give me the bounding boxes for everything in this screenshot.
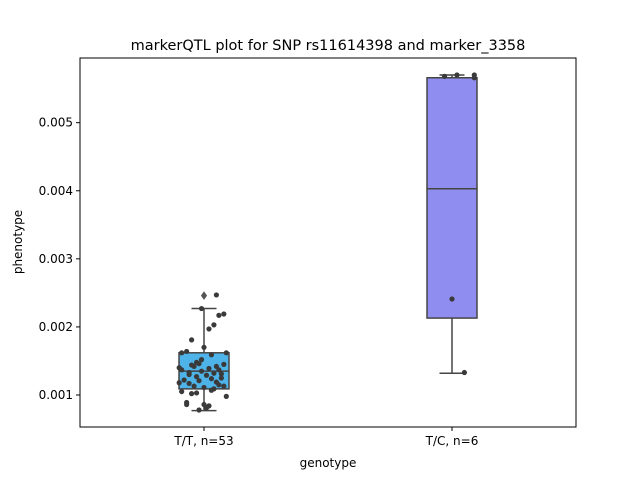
data-point [211,370,217,376]
data-point [191,383,197,389]
data-point [193,390,200,396]
data-point [461,369,467,376]
data-point [201,384,207,391]
box-group [426,74,478,374]
plot-frame [79,57,577,428]
data-point [189,391,195,397]
data-point [449,296,455,302]
y-tick-label: 0.001 [39,388,73,402]
data-point [441,73,448,79]
data-point [179,350,185,356]
x-tick-label: T/T, n=53 [173,434,233,448]
data-point [181,377,187,383]
y-tick-label: 0.004 [39,184,73,198]
data-point [203,405,210,411]
data-point [221,311,227,317]
data-point [198,368,205,374]
data-point [454,72,460,78]
chart-title: markerQTL plot for SNP rs11614398 and ma… [131,38,526,54]
strip-points [176,292,229,413]
x-axis-label: genotype [300,456,357,470]
box [426,76,478,319]
data-point [471,75,477,81]
data-point [179,367,185,373]
data-point [223,350,229,356]
x-tick-label: T/C, n=6 [425,434,479,448]
data-point [196,407,202,413]
data-point [211,322,217,328]
data-point [208,352,215,358]
data-point [206,326,212,332]
data-point [176,380,182,386]
strip-points [441,72,477,376]
data-point [221,361,227,367]
data-point [218,375,224,381]
y-tick-label: 0.002 [39,320,73,334]
data-point [186,380,192,387]
data-point [216,367,222,373]
y-tick-label: 0.003 [39,252,73,266]
y-axis-label: phenotype [11,210,25,274]
data-point [184,401,190,408]
data-point [211,386,217,392]
data-point [203,372,210,378]
data-point [196,361,202,367]
data-point [201,344,207,350]
y-tick-label: 0.005 [39,116,73,130]
data-point [208,376,215,382]
data-point [196,378,202,384]
data-point [213,292,219,298]
data-point [191,363,197,370]
y-axis: 0.001 0.002 0.003 0.004 0.005 [39,116,80,402]
data-point [198,305,205,312]
data-point [198,356,205,363]
data-point [218,371,224,377]
data-point [193,374,200,380]
data-point [216,382,222,388]
data-point [189,337,195,343]
data-point [221,383,227,389]
x-axis: T/T, n=53 T/C, n=6 [173,427,478,448]
plot-area [176,72,478,413]
data-point [223,393,229,399]
data-point [179,388,185,395]
data-point [206,365,212,372]
data-point [184,348,190,355]
outlier-marker [200,291,208,301]
data-point [186,369,192,376]
data-point [216,312,222,318]
